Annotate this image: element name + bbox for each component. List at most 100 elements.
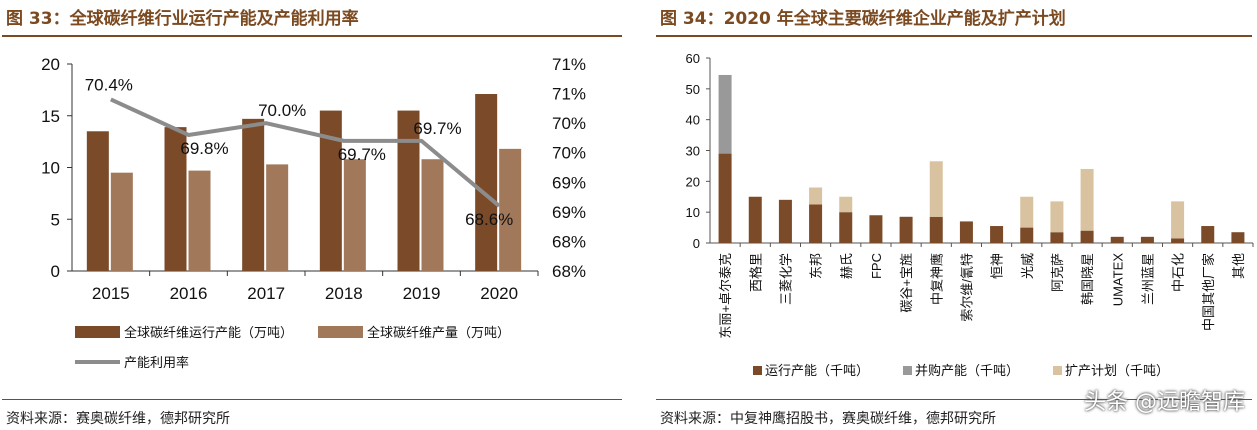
left-x-tick-label: 2015 (92, 284, 130, 303)
capacity-bar (475, 94, 498, 271)
right-x-tick-label: 索尔维/氰特 (959, 253, 974, 322)
expansion-plan-bar (1080, 169, 1094, 231)
output-bar (266, 164, 289, 271)
right-y-tick-label: 20 (686, 174, 700, 189)
output-bar (421, 159, 444, 271)
legend-swatch-acquired-capacity (903, 366, 912, 375)
right-axis-tick-label: 68% (552, 232, 586, 251)
expansion-plan-bar (1020, 196, 1034, 228)
operating-capacity-bar (778, 199, 792, 243)
left-x-tick-label: 2018 (325, 284, 363, 303)
right-x-tick-label: 阿克萨 (1050, 253, 1065, 292)
operating-capacity-bar (1110, 236, 1124, 243)
utilization-data-label: 69.7% (413, 119, 461, 138)
operating-capacity-bar (1201, 226, 1215, 243)
right-x-tick-label: 中复神鹰 (929, 253, 944, 305)
right-axis-tick-label: 70% (552, 144, 586, 163)
expansion-plan-bar (839, 196, 853, 213)
capacity-bar (397, 110, 420, 271)
acquired-capacity-bar (718, 74, 732, 154)
left-chart: 0 5 10 15 20 68% 68% 69% 69% 70% 70% 71% 71% 2015 2016… (41, 55, 586, 370)
right-y-tick-label: 40 (686, 113, 700, 128)
left-y-tick-label: 5 (51, 210, 60, 229)
operating-capacity-bar (959, 221, 973, 243)
operating-capacity-bar (1140, 236, 1154, 243)
right-x-tick-label: 光威 (1020, 253, 1035, 279)
right-y-tick-label: 50 (686, 82, 700, 97)
right-x-tick-label: 东丽+卓尔泰克 (718, 253, 733, 339)
right-x-tick-label: 中国其他厂家 (1201, 253, 1216, 331)
right-chart-title: 图 34：2020 年全球主要碳纤维企业产能及扩产计划 (660, 9, 1066, 29)
capacity-bar (86, 131, 109, 271)
operating-capacity-bar (929, 216, 943, 243)
legend-label-capacity: 全球碳纤维运行产能（万吨） (124, 325, 293, 340)
legend-swatch-operating-capacity (753, 366, 762, 375)
operating-capacity-bar (1020, 227, 1034, 243)
left-y-tick-label: 10 (41, 159, 60, 178)
right-x-tick-label: 中石化 (1171, 253, 1186, 292)
legend-swatch-capacity (75, 326, 120, 338)
utilization-data-label: 68.6% (465, 210, 513, 229)
watermark: 头条 @远瞻智库 (1084, 390, 1245, 415)
operating-capacity-bar (748, 196, 762, 243)
legend-swatch-output (318, 326, 363, 338)
operating-capacity-bar (718, 153, 732, 243)
left-source-note: 资料来源：赛奥碳纤维，德邦研究所 (6, 411, 230, 427)
operating-capacity-bar (809, 204, 823, 243)
left-chart-title: 图 33：全球碳纤维行业运行产能及产能利用率 (6, 9, 359, 29)
right-y-tick-label: 30 (686, 144, 700, 159)
legend-label-output: 全球碳纤维产量（万吨） (367, 325, 510, 340)
operating-capacity-bar (839, 212, 853, 243)
legend-swatch-expansion-plan (1053, 366, 1062, 375)
expansion-plan-bar (1171, 201, 1185, 239)
right-title-rule (656, 35, 1252, 37)
capacity-bar (242, 118, 265, 271)
right-y-tick-label: 60 (686, 51, 700, 66)
operating-capacity-bar (869, 215, 883, 243)
legend-label-utilization: 产能利用率 (124, 355, 189, 370)
right-x-tick-label: 三菱化学 (778, 253, 793, 305)
left-source-rule (2, 399, 622, 400)
right-axis-tick-label: 69% (552, 173, 586, 192)
operating-capacity-bar (1050, 232, 1064, 243)
expansion-plan-bar (929, 161, 943, 217)
right-x-tick-label: 西格里 (748, 253, 763, 292)
left-y-tick-label: 0 (51, 262, 60, 281)
right-axis-tick-label: 69% (552, 203, 586, 222)
left-y-tick-label: 15 (41, 107, 60, 126)
utilization-data-label: 70.4% (85, 75, 133, 94)
operating-capacity-bar (990, 226, 1004, 243)
right-x-tick-label: 其他 (1231, 253, 1246, 279)
output-bar (188, 170, 211, 271)
output-bar (110, 172, 133, 271)
legend-label-expansion-plan: 扩产计划（千吨） (1065, 363, 1169, 378)
utilization-data-label: 69.7% (338, 145, 386, 164)
right-chart: 0102030405060东丽+卓尔泰克 西格里 三菱化学 东邦 赫氏 FPC 碳谷+宝旌中… (686, 51, 1254, 378)
left-title-rule (2, 35, 622, 37)
right-x-tick-label: 赫氏 (839, 253, 854, 279)
right-x-tick-label: UMATEX (1110, 253, 1125, 307)
right-axis-tick-label: 70% (552, 114, 586, 133)
right-x-tick-label: 东邦 (809, 253, 824, 279)
right-x-tick-label: 碳谷+宝旌 (899, 253, 914, 313)
legend-label-acquired-capacity: 并购产能（千吨） (915, 363, 1019, 378)
utilization-data-label: 70.0% (258, 101, 306, 120)
left-x-tick-label: 2017 (247, 284, 285, 303)
operating-capacity-bar (899, 216, 913, 243)
left-x-tick-label: 2019 (403, 284, 441, 303)
utilization-data-label: 69.8% (180, 139, 228, 158)
right-x-tick-label: 兰州蓝星 (1140, 253, 1155, 305)
capacity-bar (319, 110, 342, 271)
right-source-note: 资料来源：中复神鹰招股书，赛奥碳纤维，德邦研究所 (660, 411, 996, 427)
left-x-tick-label: 2020 (480, 284, 518, 303)
left-y-tick-label: 20 (41, 55, 60, 74)
utilization-line (110, 97, 501, 208)
output-bar (343, 159, 366, 271)
capacity-bar (164, 127, 187, 271)
right-source-rule (656, 399, 1252, 400)
output-bar (499, 148, 522, 271)
right-x-tick-label: 韩国晓星 (1080, 253, 1095, 305)
right-y-tick-label: 10 (686, 205, 700, 220)
right-x-tick-label: 恒神 (990, 253, 1005, 279)
right-axis-tick-label: 71% (552, 55, 586, 74)
